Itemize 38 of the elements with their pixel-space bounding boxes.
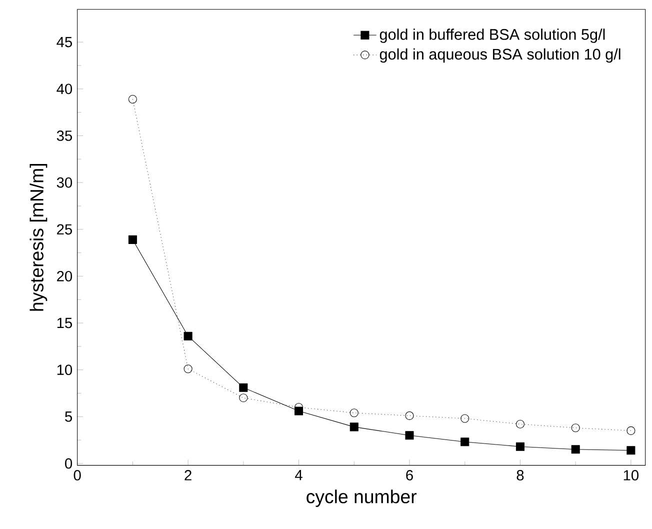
point xyxy=(571,423,580,432)
x-tick-label: 2 xyxy=(184,470,192,480)
y-tick-label: 25 xyxy=(57,224,72,234)
point xyxy=(571,444,580,454)
x-axis-title: cycle number xyxy=(306,489,417,507)
legend-label: gold in buffered BSA solution 5g/l xyxy=(380,28,605,43)
legend-label: gold in aqueous BSA solution 10 g/l xyxy=(380,48,620,63)
y-axis-title: hysteresis [mN/m] xyxy=(30,164,48,311)
point xyxy=(516,442,524,451)
y-tick-label: 20 xyxy=(57,270,72,282)
y-tick-label: 45 xyxy=(56,36,72,48)
point xyxy=(405,430,414,440)
point xyxy=(128,235,137,244)
y-tick-label: 30 xyxy=(56,177,72,188)
x-tick-label: 4 xyxy=(295,470,302,480)
y-tick-label: 10 xyxy=(57,364,72,375)
y-tick-label: 5 xyxy=(65,411,72,422)
point xyxy=(460,414,470,423)
point xyxy=(239,393,248,402)
point xyxy=(239,383,248,392)
y-tick-label: 40 xyxy=(56,84,72,94)
point xyxy=(184,332,192,340)
point xyxy=(184,364,192,373)
x-tick-label: 8 xyxy=(516,470,524,480)
point xyxy=(405,411,414,420)
point xyxy=(626,426,636,435)
point xyxy=(350,408,358,418)
y-tick-label: 15 xyxy=(57,318,72,328)
point xyxy=(350,422,358,432)
point xyxy=(626,446,636,454)
point xyxy=(516,420,524,428)
x-tick-label: 10 xyxy=(624,470,639,480)
point xyxy=(128,94,137,104)
x-tick-label: 6 xyxy=(406,470,413,480)
y-tick-label: 35 xyxy=(56,130,72,141)
x-tick-label: 0 xyxy=(74,470,81,480)
point xyxy=(460,437,470,446)
y-tick-label: 0 xyxy=(65,458,72,468)
